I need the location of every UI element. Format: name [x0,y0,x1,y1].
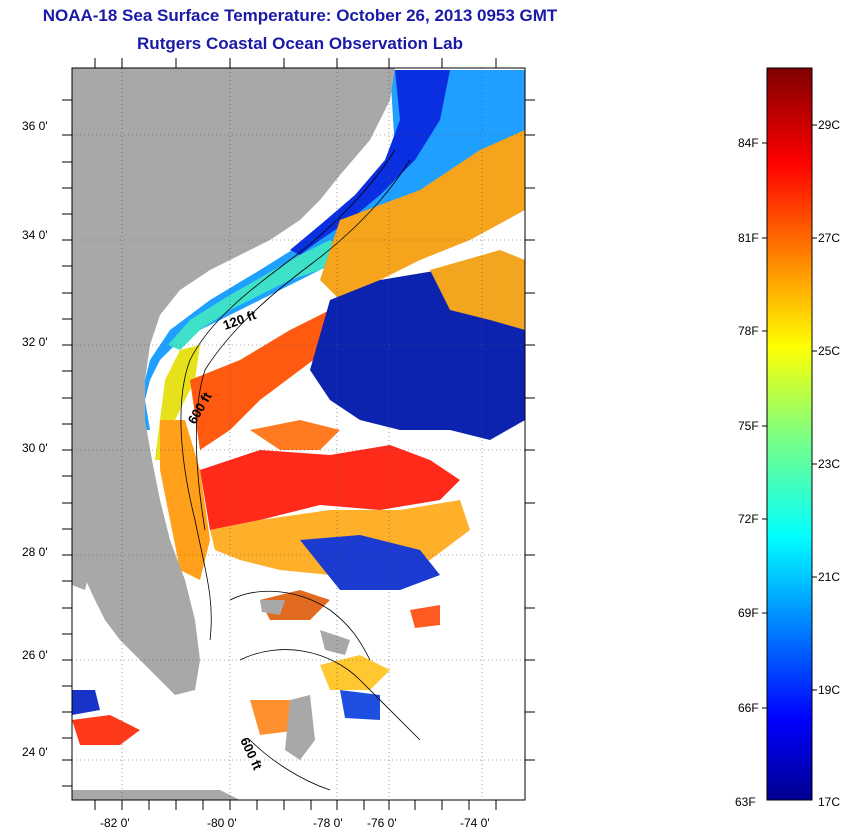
colorbar-c-label: 27C [818,231,841,245]
lon-label-76: -76 0' [367,816,397,830]
colorbar-c-label: 19C [818,683,841,697]
colorbar-f-label: 81F [738,231,759,245]
colorbar-c-label: 29C [818,118,841,132]
lat-label-36: 36 0' [22,119,48,133]
lat-label-30: 30 0' [22,441,48,455]
colorbar-f-label: 69F [738,606,759,620]
map-frame [71,67,526,801]
lat-label-26: 26 0' [22,648,48,662]
lat-label-32: 32 0' [22,335,48,349]
lon-label-82: -82 0' [100,816,130,830]
lon-label-74: -74 0' [460,816,490,830]
colorbar-c-label: 25C [818,344,841,358]
lon-label-78: -78 0' [313,816,343,830]
colorbar-ticks [762,124,817,709]
colorbar [766,67,813,801]
lat-label-28: 28 0' [22,545,48,559]
map-plot-area: 120 ft 600 ft 600 ft [72,68,525,800]
colorbar-f-label: 66F [738,701,759,715]
lat-label-34: 34 0' [22,228,48,242]
colorbar-c-label: 21C [818,570,841,584]
land-layer [72,68,395,800]
colorbar-f-label: 63F [735,795,756,809]
lat-label-24: 24 0' [22,745,48,759]
axis-ticks [62,58,535,810]
colorbar-f-label: 75F [738,419,759,433]
colorbar-f-label: 84F [738,136,759,150]
colorbar-f-label: 72F [738,512,759,526]
colorbar-f-label: 78F [738,324,759,338]
colorbar-c-label: 23C [818,457,841,471]
lon-label-80: -80 0' [207,816,237,830]
depth-contours [180,149,421,791]
map-title: NOAA-18 Sea Surface Temperature: October… [42,6,558,25]
map-subtitle: Rutgers Coastal Ocean Observation Lab [137,34,463,53]
colorbar-c-label: 17C [818,795,841,809]
